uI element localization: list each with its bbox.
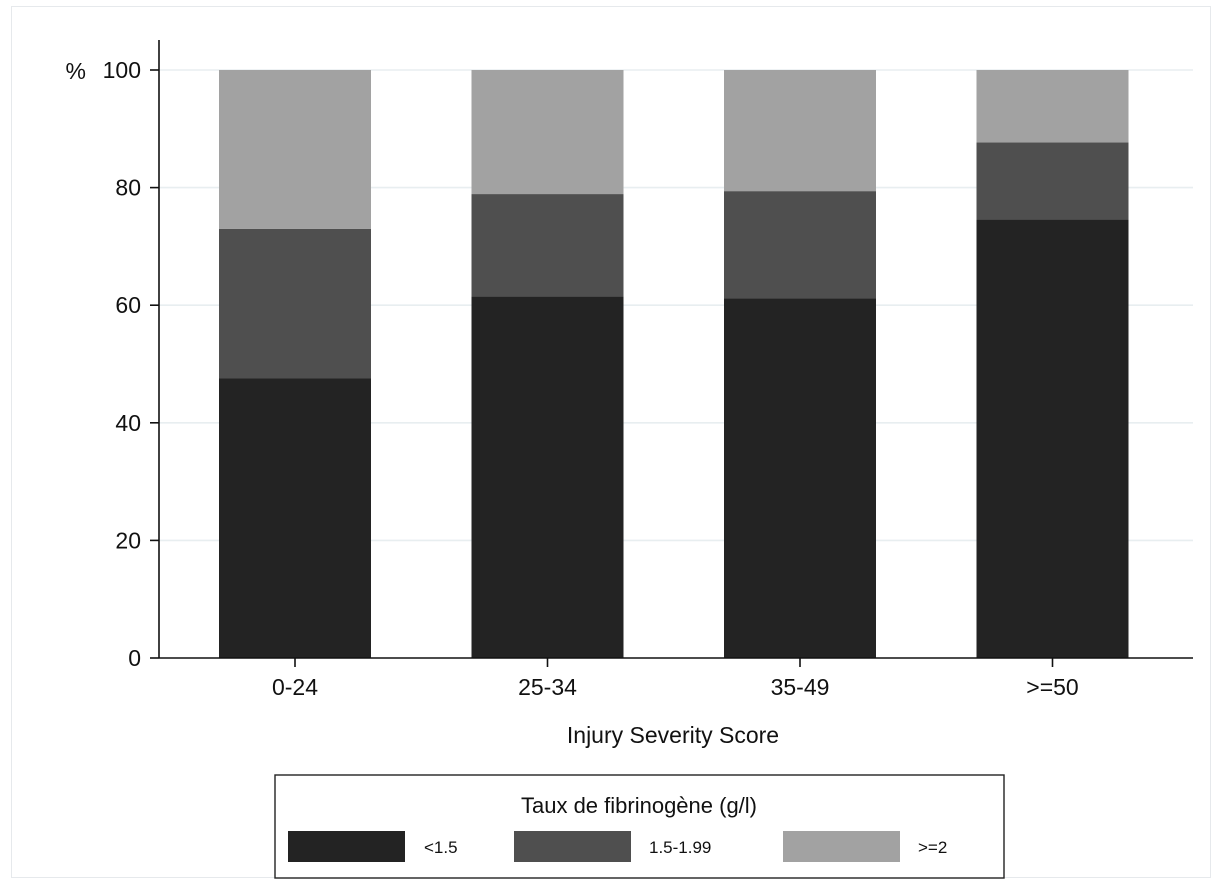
bar-segment--1-5-35-49 (724, 298, 876, 658)
axis-ticks: 0 20 40 60 80 100 0-24 25-34 35-49 >=50 (103, 57, 1079, 700)
bar-segment--2-25-34 (471, 70, 624, 195)
bar-segment--2--50 (976, 70, 1129, 143)
legend-swatch (288, 831, 405, 862)
legend-title: Taux de fibrinogène (g/l) (521, 793, 757, 818)
legend-swatch (514, 831, 631, 862)
legend-label: 1.5-1.99 (649, 838, 711, 857)
bar-segment--2-35-49 (724, 70, 876, 192)
x-tick-label: 0-24 (272, 674, 318, 700)
bar-segment--1-5-0-24 (219, 378, 371, 658)
axes (158, 40, 1193, 659)
bar-segment--1-5-25-34 (471, 296, 624, 658)
bar-segment--2-0-24 (219, 70, 371, 229)
bar-segment-1-5-1-99-0-24 (219, 228, 371, 379)
y-tick-label: 100 (103, 57, 141, 83)
legend-box (274, 774, 1005, 879)
y-tick-label: 20 (115, 527, 141, 553)
x-tick-label: 35-49 (771, 674, 830, 700)
y-tick-label: 60 (115, 292, 141, 318)
legend-label: <1.5 (424, 838, 458, 857)
legend-swatch (783, 831, 900, 862)
y-tick-label: 40 (115, 410, 141, 436)
x-axis-title: Injury Severity Score (567, 722, 779, 748)
y-axis-unit-label: % (66, 58, 86, 84)
x-tick-label: >=50 (1026, 674, 1078, 700)
bar-segment-1-5-1-99--50 (976, 142, 1129, 220)
legend-items: <1.5 1.5-1.99 >=2 (288, 831, 947, 862)
y-tick-label: 80 (115, 175, 141, 201)
bar-segment-1-5-1-99-35-49 (724, 191, 876, 299)
bars (219, 70, 1129, 659)
bar-segment--1-5--50 (976, 219, 1129, 659)
y-tick-label: 0 (128, 645, 141, 671)
x-tick-label: 25-34 (518, 674, 577, 700)
legend-label: >=2 (918, 838, 947, 857)
legend: Taux de fibrinogène (g/l) <1.5 1.5-1.99 >=… (274, 774, 1005, 879)
bar-segment-1-5-1-99-25-34 (471, 194, 624, 297)
